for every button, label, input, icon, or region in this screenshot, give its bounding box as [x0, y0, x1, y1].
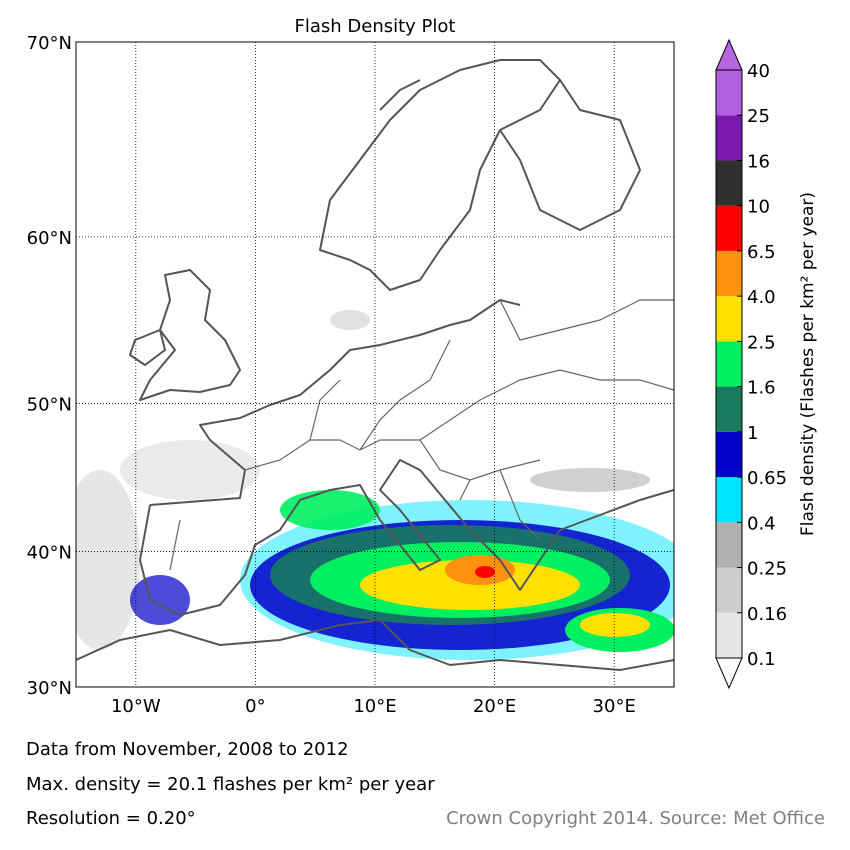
colorbar-tick-label: 40 [747, 61, 770, 82]
colorbar-tick-label: 4.0 [747, 287, 776, 308]
colorbar-swatch [716, 296, 742, 342]
x-tick-label: 10°W [111, 696, 161, 717]
colorbar-swatch [716, 477, 742, 523]
colorbar-tick-label: 0.16 [747, 604, 787, 625]
colorbar: 0.1 0.16 0.25 0.4 0.65 1 1.6 2.5 4.0 6.5 10 16 25 40 [715, 38, 787, 690]
colorbar-tick-label: 16 [747, 151, 770, 172]
colorbar-swatch [716, 160, 742, 206]
colorbar-tick-label: 0.1 [747, 649, 776, 670]
colorbar-swatch [716, 70, 742, 116]
colorbar-label: Flash density (Flashes per km² per year) [798, 192, 818, 536]
x-tick-label: 30°E [593, 696, 636, 717]
colorbar-swatch [716, 386, 742, 432]
colorbar-swatch [716, 250, 742, 297]
colorbar-tick-label: 1 [747, 423, 758, 444]
colorbar-tick-label: 25 [747, 106, 770, 127]
map-frame [75, 41, 675, 688]
y-tick-label: 60°N [27, 228, 72, 249]
colorbar-tick-label: 1.6 [747, 378, 776, 399]
y-tick-label: 40°N [27, 542, 72, 563]
footer-period: Data from November, 2008 to 2012 [26, 739, 349, 760]
y-tick-label: 30°N [27, 678, 72, 699]
footer-resolution: Resolution = 0.20° [26, 808, 196, 829]
y-tick-label: 70°N [27, 33, 72, 54]
borders [169, 299, 674, 571]
x-tick-label: 0° [245, 696, 265, 717]
colorbar-swatch [716, 431, 742, 478]
colorbar-tick-label: 0.25 [747, 559, 787, 580]
y-tick-label: 50°N [27, 394, 72, 415]
colorbar-swatch [716, 341, 742, 387]
footer-max-density: Max. density = 20.1 flashes per km² per … [26, 774, 435, 795]
map-area [76, 59, 674, 671]
colorbar-swatch [716, 522, 742, 568]
x-tick-label: 10°E [353, 696, 396, 717]
colorbar-frame [715, 69, 743, 659]
colorbar-swatch [716, 612, 742, 658]
x-tick-label: 20°E [473, 696, 516, 717]
colorbar-swatch [716, 205, 742, 251]
colorbar-swatch [716, 567, 742, 613]
colorbar-tick-label: 2.5 [747, 332, 776, 353]
coastlines [76, 59, 674, 671]
footer-copyright: Crown Copyright 2014. Source: Met Office [446, 808, 825, 829]
colorbar-tick-label: 6.5 [747, 242, 776, 263]
colorbar-tick-label: 10 [747, 197, 770, 218]
axes: 70°N 60°N 50°N 40°N 30°N 10°W 0° 10°E 20°E 30°E [27, 33, 674, 717]
map-title: Flash Density Plot [295, 16, 456, 37]
flash-density [76, 310, 674, 660]
colorbar-swatch [716, 115, 742, 161]
colorbar-tick-label: 0.65 [747, 468, 787, 489]
colorbar-tick-label: 0.4 [747, 513, 776, 534]
